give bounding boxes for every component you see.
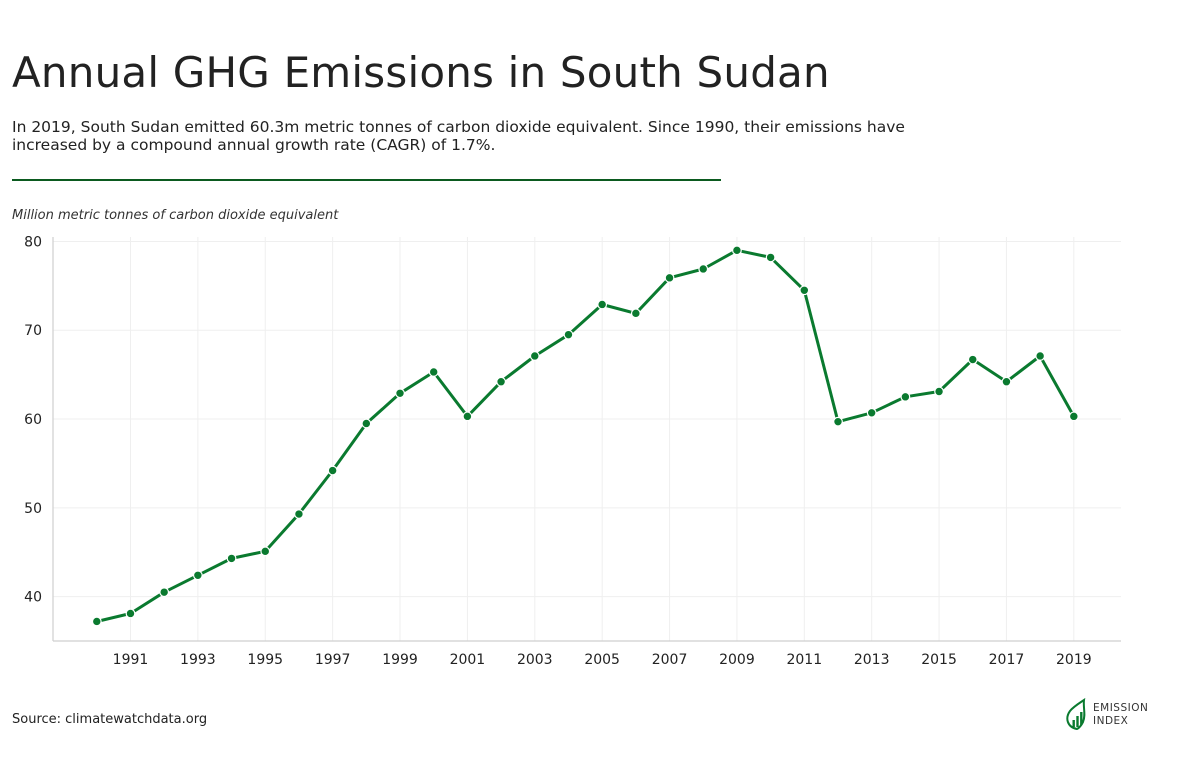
brand-logo: EMISSION INDEX: [1064, 698, 1148, 732]
emissions-line-chart: 40 50 60 70 80 1991 1993 1995 1997 1999 2001 2003 20…: [24, 234, 1121, 668]
x-tick-label: 1999: [382, 652, 418, 668]
data-point: [833, 416, 843, 427]
data-point: [1035, 351, 1046, 361]
leaf-chart-icon: [1066, 698, 1086, 731]
data-point: [428, 367, 439, 377]
data-point: [529, 351, 540, 361]
x-tick-label: 2011: [786, 652, 822, 668]
data-point: [395, 388, 405, 399]
data-point: [91, 616, 102, 627]
x-tick-label: 2005: [584, 652, 620, 668]
y-axis-label: Million metric tonnes of carbon dioxide …: [12, 208, 339, 223]
x-tick-label: 1991: [113, 652, 149, 668]
x-tick-label: 2003: [517, 652, 553, 668]
data-point: [765, 252, 776, 263]
page-subtitle: In 2019, South Sudan emitted 60.3m metri…: [12, 118, 905, 154]
x-tick-label: 2009: [719, 652, 755, 668]
data-point: [732, 245, 742, 256]
data-point: [159, 587, 170, 598]
data-point: [563, 329, 574, 340]
y-tick-label: 70: [24, 323, 42, 339]
x-tick-label: 2015: [921, 652, 957, 668]
y-tick-label: 50: [24, 501, 42, 517]
data-point: [934, 386, 944, 397]
data-point: [664, 272, 675, 283]
x-tick-label: 2013: [854, 652, 890, 668]
data-point: [462, 411, 473, 422]
data-point: [294, 509, 304, 519]
data-point: [866, 407, 877, 418]
title-divider: [12, 179, 721, 181]
x-tick-label: 1997: [315, 652, 351, 668]
data-point: [361, 418, 372, 429]
data-point: [1068, 411, 1079, 422]
data-point: [967, 354, 978, 365]
data-point: [260, 546, 271, 557]
data-point: [799, 285, 810, 296]
page-title: Annual GHG Emissions in South Sudan: [12, 48, 830, 97]
data-point: [125, 608, 136, 619]
x-tick-label: 2019: [1056, 652, 1092, 668]
data-point: [630, 308, 641, 319]
x-tick-label: 2007: [652, 652, 688, 668]
x-tick-label: 1995: [247, 652, 283, 668]
y-tick-label: 60: [24, 412, 42, 428]
x-tick-label: 2017: [989, 652, 1025, 668]
data-point: [226, 553, 237, 564]
series-line: [95, 248, 1076, 623]
brand-name-line2: INDEX: [1093, 715, 1129, 727]
data-point: [327, 465, 338, 476]
y-tick-label: 40: [24, 590, 42, 606]
brand-name-line1: EMISSION: [1093, 702, 1149, 714]
x-tick-label: 1993: [180, 652, 216, 668]
source-note: Source: climatewatchdata.org: [12, 712, 208, 727]
data-point: [597, 299, 608, 310]
data-point: [698, 264, 709, 274]
data-point: [1001, 376, 1012, 387]
y-tick-label: 80: [24, 234, 42, 250]
data-point: [496, 376, 506, 387]
data-point: [900, 391, 911, 402]
x-tick-label: 2001: [450, 652, 486, 668]
data-point: [192, 570, 203, 581]
